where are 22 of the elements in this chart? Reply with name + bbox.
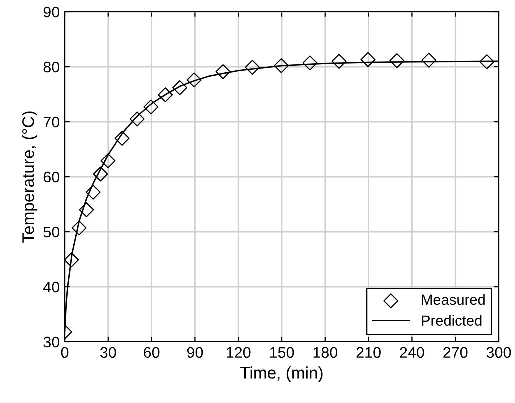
x-tick-label: 240: [400, 347, 424, 358]
y-tick-label: 90: [44, 6, 60, 18]
y-tick-label: 50: [44, 226, 60, 238]
x-tick-label: 210: [356, 347, 381, 358]
x-tick-label: 180: [314, 347, 338, 358]
y-tick-label: 30: [44, 336, 60, 348]
x-axis-title: Time, (min): [240, 366, 323, 382]
legend-label: Predicted: [422, 315, 482, 326]
x-tick-label: 30: [100, 347, 116, 358]
y-tick-label: 70: [44, 116, 60, 128]
x-tick-label: 60: [144, 347, 160, 358]
y-tick-label: 60: [44, 172, 60, 183]
y-tick-label: 80: [44, 62, 60, 73]
y-axis-title: Temperature, (°C): [22, 112, 38, 243]
x-tick-label: 150: [270, 347, 294, 358]
legend-label: Measured: [422, 294, 485, 306]
x-tick-label: 300: [486, 347, 512, 358]
y-tick-label: 40: [44, 282, 60, 293]
x-tick-label: 270: [444, 347, 468, 358]
x-tick-label: 0: [61, 347, 69, 358]
x-tick-label: 120: [227, 347, 251, 358]
x-tick-label: 90: [187, 347, 204, 358]
